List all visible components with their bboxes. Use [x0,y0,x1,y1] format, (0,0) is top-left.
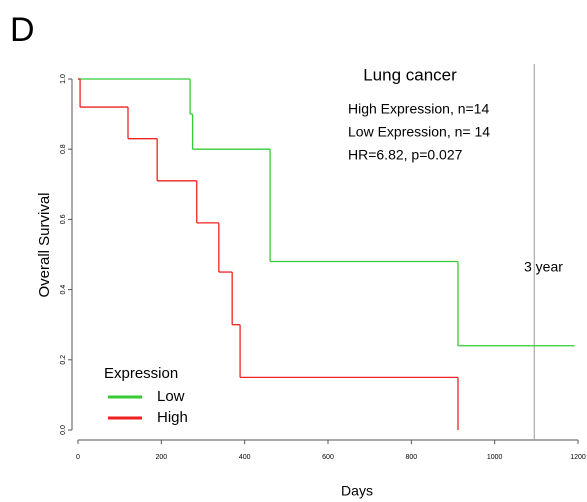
x-tick-label: 1200 [570,454,586,461]
y-axis-label: Overall Survival [36,192,53,297]
panel-label: D [10,11,35,49]
x-axis-label: Days [341,483,373,499]
reference-label: 3 year [524,259,563,275]
chart-title: Lung cancer [363,65,457,84]
legend-title: Expression [104,365,178,382]
x-tick-label: 600 [322,454,334,461]
y-tick-label: 0.2 [60,355,67,365]
annotation: Low Expression, n= 14 [348,124,490,140]
y-tick-label: 0.4 [60,285,67,295]
x-tick-label: 800 [405,454,417,461]
annotation: High Expression, n=14 [348,101,489,117]
y-tick-label: 0.0 [60,425,67,435]
legend-label: High [157,409,188,426]
x-tick-label: 200 [155,454,167,461]
y-tick-label: 1.0 [60,74,67,84]
legend-label: Low [157,388,185,405]
y-tick-label: 0.8 [60,144,67,154]
x-tick-label: 0 [76,454,80,461]
annotation: HR=6.82, p=0.027 [348,147,463,163]
y-tick-label: 0.6 [60,214,67,224]
x-tick-label: 400 [239,454,251,461]
x-tick-label: 1000 [487,454,503,461]
